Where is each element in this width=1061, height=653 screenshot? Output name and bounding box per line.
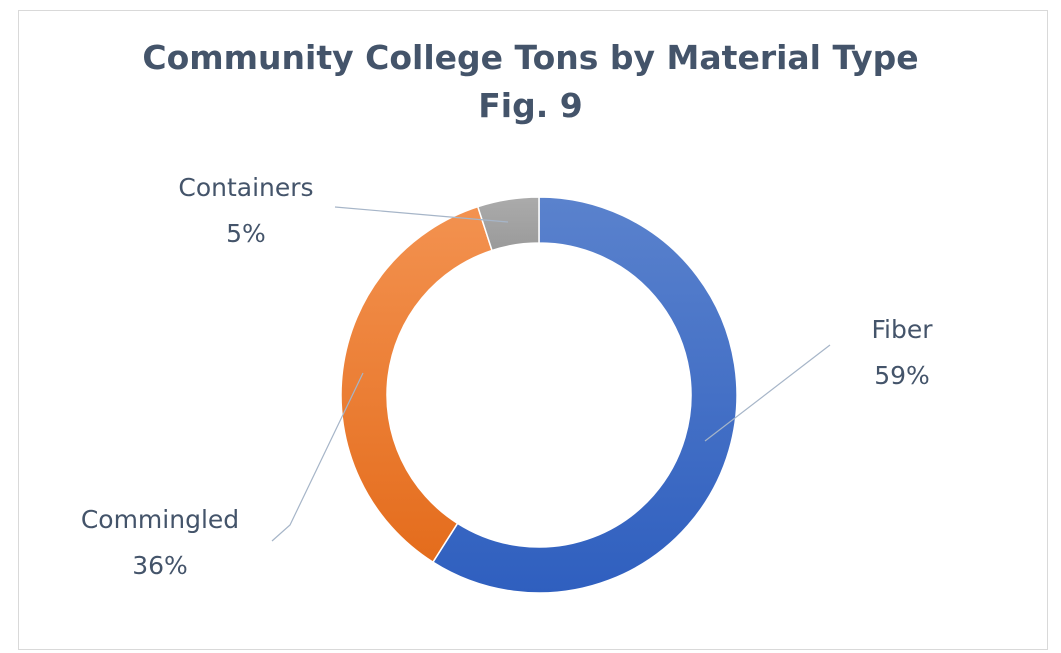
slice-commingled: [340, 205, 493, 564]
slice-fiber: [431, 196, 738, 594]
data-label-containers-name: Containers: [178, 173, 313, 202]
data-label-fiber-percent: 59%: [874, 361, 930, 390]
chart-subtitle: Fig. 9: [478, 86, 583, 125]
data-label-containers-percent: 5%: [226, 219, 266, 248]
leader-line-commingled: [271, 372, 364, 542]
data-label-fiber-name: Fiber: [871, 315, 933, 344]
leader-line-containers: [334, 206, 509, 223]
data-label-commingled-percent: 36%: [132, 551, 188, 580]
data-label-commingled-name: Commingled: [81, 505, 239, 534]
slice-containers: [476, 196, 540, 252]
leader-line-fiber: [704, 344, 831, 442]
chart-area: [18, 10, 1048, 650]
chart-title: Community College Tons by Material Type: [142, 38, 919, 77]
